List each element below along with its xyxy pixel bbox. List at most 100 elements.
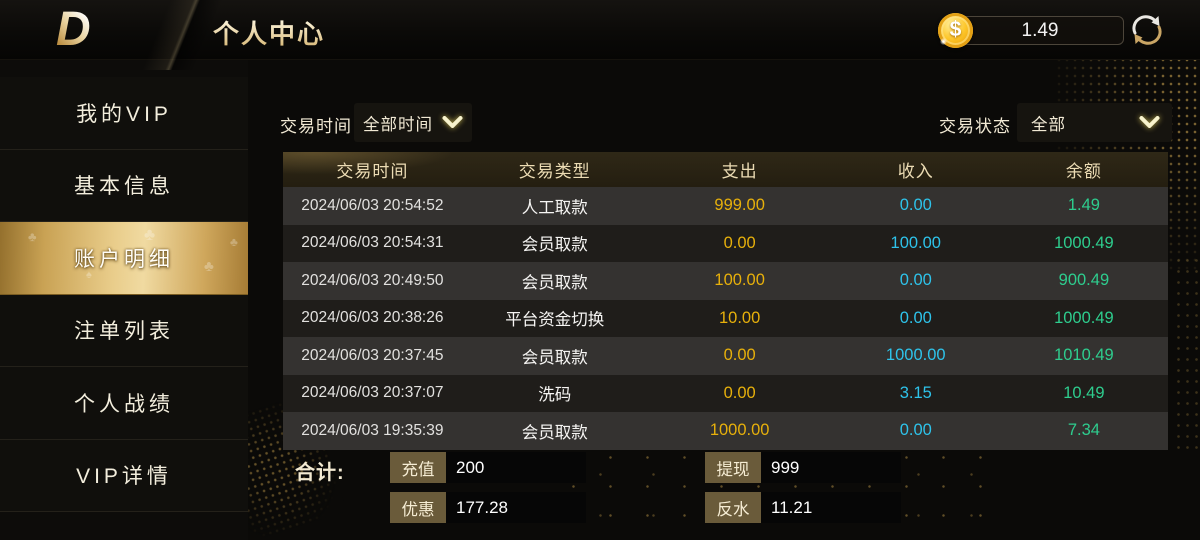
table-row-3: 2024/06/03 20:49:50 会员取款 100.00 0.00 900.49 xyxy=(283,262,1168,300)
cell-balance: 1000.49 xyxy=(1054,233,1114,252)
status-filter-value: 全部 xyxy=(1031,115,1066,134)
summary-field-value: 200 xyxy=(446,452,586,483)
card-suit-decoration xyxy=(28,229,37,244)
summary-field-label: 充值 xyxy=(390,452,446,483)
cell-income: 0.00 xyxy=(899,271,932,290)
cell-expense: 0.00 xyxy=(723,233,756,252)
cell-time: 2024/06/03 20:54:31 xyxy=(301,234,444,252)
sidebar-menu: 我的VIP 基本信息账户明细注单列表个人战绩 VIP详情 xyxy=(0,77,248,512)
cell-balance: 1.49 xyxy=(1067,196,1100,215)
summary-field-2: 提现 999 xyxy=(705,452,901,483)
summary-field-label: 优惠 xyxy=(390,492,446,523)
sidebar-nav: 我的VIP 基本信息账户明细注单列表个人战绩 VIP详情 xyxy=(0,60,248,540)
total-label: 合计: xyxy=(295,462,345,484)
cell-type: 会员取款 xyxy=(521,236,588,255)
table-row-4: 2024/06/03 20:38:26 平台资金切换 10.00 0.00 1000.4… xyxy=(283,299,1168,337)
table-header-row: 交易时间 交易类型 支出 收入 余额 xyxy=(283,152,1168,187)
card-suit-decoration xyxy=(204,258,214,275)
circular-arrows-icon xyxy=(1132,15,1162,45)
time-filter-label: 交易时间 xyxy=(280,117,352,136)
table-row-5: 2024/06/03 20:37:45 会员取款 0.00 1000.00 1010.4… xyxy=(283,337,1168,375)
sidebar-item-label: 个人战绩 xyxy=(74,392,174,416)
sidebar-item-label: 注单列表 xyxy=(74,320,174,344)
cell-time: 2024/06/03 19:35:39 xyxy=(301,421,444,439)
balance-display: 1.49 xyxy=(956,16,1124,45)
chevron-down-icon xyxy=(442,116,463,129)
cell-expense: 1000.00 xyxy=(709,421,770,440)
cell-type: 平台资金切换 xyxy=(505,311,605,330)
sidebar-item-label: VIP详情 xyxy=(76,465,172,489)
summary-field-label: 提现 xyxy=(705,452,761,483)
cell-time: 2024/06/03 20:38:26 xyxy=(301,309,444,327)
cell-type: 会员取款 xyxy=(521,348,588,367)
time-filter-dropdown[interactable]: 全部时间 xyxy=(354,103,472,142)
summary-field-3: 优惠 177.28 xyxy=(390,492,586,523)
cell-balance: 7.34 xyxy=(1067,421,1100,440)
cell-balance: 10.49 xyxy=(1063,383,1105,402)
table-header-cell: 收入 xyxy=(897,162,934,181)
cell-expense: 0.00 xyxy=(723,383,756,402)
cell-type: 人工取款 xyxy=(521,198,588,217)
cell-income: 100.00 xyxy=(890,233,941,252)
summary-field-1: 充值 200 xyxy=(390,452,586,483)
dollar-symbol: $ xyxy=(949,18,962,41)
cell-income: 3.15 xyxy=(899,383,932,402)
sidebar-item-2[interactable]: 基本信息 xyxy=(0,149,248,222)
cell-income: 0.00 xyxy=(899,308,932,327)
sidebar-item-5[interactable]: 个人战绩 xyxy=(0,367,248,440)
status-filter-label: 交易状态 xyxy=(939,117,1011,136)
sidebar-item-3[interactable]: 账户明细 xyxy=(0,222,248,295)
summary-field-4: 反水 11.21 xyxy=(705,492,901,523)
table-header-cell: 交易类型 xyxy=(518,162,591,181)
sidebar-item-label: 我的VIP xyxy=(76,102,172,126)
table-row-1: 2024/06/03 20:54:52 人工取款 999.00 0.00 1.49 xyxy=(283,187,1168,225)
summary-field-value: 999 xyxy=(761,452,901,483)
page-title: 个人中心 xyxy=(213,14,325,51)
halftone-dots-decoration xyxy=(1174,255,1200,455)
summary-totals: 充值 200 提现 999 优惠 177.28 反水 11.21 xyxy=(390,452,901,523)
cell-balance: 1000.49 xyxy=(1054,308,1114,327)
top-bar: D 个人中心 $ 1.49 xyxy=(0,0,1200,70)
table-row-7: 2024/06/03 19:35:39 会员取款 1000.00 0.00 7.34 xyxy=(283,412,1168,450)
sidebar-item-4[interactable]: 注单列表 xyxy=(0,294,248,367)
refresh-button[interactable] xyxy=(1128,12,1166,48)
table-header-cell: 交易时间 xyxy=(336,162,409,181)
balance-value: 1.49 xyxy=(1021,20,1059,41)
summary-field-value: 177.28 xyxy=(446,492,586,523)
cell-expense: 100.00 xyxy=(714,271,765,290)
transaction-table: 交易时间 交易类型 支出 收入 余额 2024/06/03 20:54:52 人工取款 99… xyxy=(283,152,1168,450)
cell-expense: 10.00 xyxy=(719,308,761,327)
status-filter-dropdown[interactable]: 全部 xyxy=(1017,103,1172,142)
cell-type: 洗码 xyxy=(538,386,572,405)
sidebar-item-label: 账户明细 xyxy=(74,247,174,271)
cell-time: 2024/06/03 20:54:52 xyxy=(301,196,444,214)
cell-time: 2024/06/03 20:49:50 xyxy=(301,271,444,289)
table-body: 2024/06/03 20:54:52 人工取款 999.00 0.00 1.49 202… xyxy=(283,187,1168,450)
table-header-cell: 余额 xyxy=(1065,162,1102,181)
table-row-6: 2024/06/03 20:37:07 洗码 0.00 3.15 10.49 xyxy=(283,374,1168,412)
cell-balance: 1010.49 xyxy=(1054,346,1114,365)
cell-expense: 999.00 xyxy=(714,196,765,215)
cell-time: 2024/06/03 20:37:45 xyxy=(301,346,444,364)
summary-field-label: 反水 xyxy=(705,492,761,523)
table-row-2: 2024/06/03 20:54:31 会员取款 0.00 100.00 1000.49 xyxy=(283,224,1168,262)
cell-income: 0.00 xyxy=(899,196,932,215)
app-logo[interactable]: D xyxy=(56,3,91,56)
cell-type: 会员取款 xyxy=(521,423,588,442)
table-header-cell: 支出 xyxy=(721,162,758,181)
sidebar-item-6[interactable]: VIP详情 xyxy=(0,439,248,512)
sidebar-item-1[interactable]: 我的VIP xyxy=(0,77,248,150)
card-suit-decoration xyxy=(230,235,238,249)
cell-income: 1000.00 xyxy=(885,346,946,365)
sidebar-item-label: 基本信息 xyxy=(74,175,174,199)
time-filter-value: 全部时间 xyxy=(363,115,433,134)
cell-type: 会员取款 xyxy=(521,273,588,292)
chevron-down-icon xyxy=(1139,116,1160,129)
cell-income: 0.00 xyxy=(899,421,932,440)
coin-dollar-icon: $ xyxy=(938,13,973,48)
summary-field-value: 11.21 xyxy=(761,492,901,523)
cell-balance: 900.49 xyxy=(1058,271,1110,290)
cell-expense: 0.00 xyxy=(723,346,756,365)
cell-time: 2024/06/03 20:37:07 xyxy=(301,384,444,402)
